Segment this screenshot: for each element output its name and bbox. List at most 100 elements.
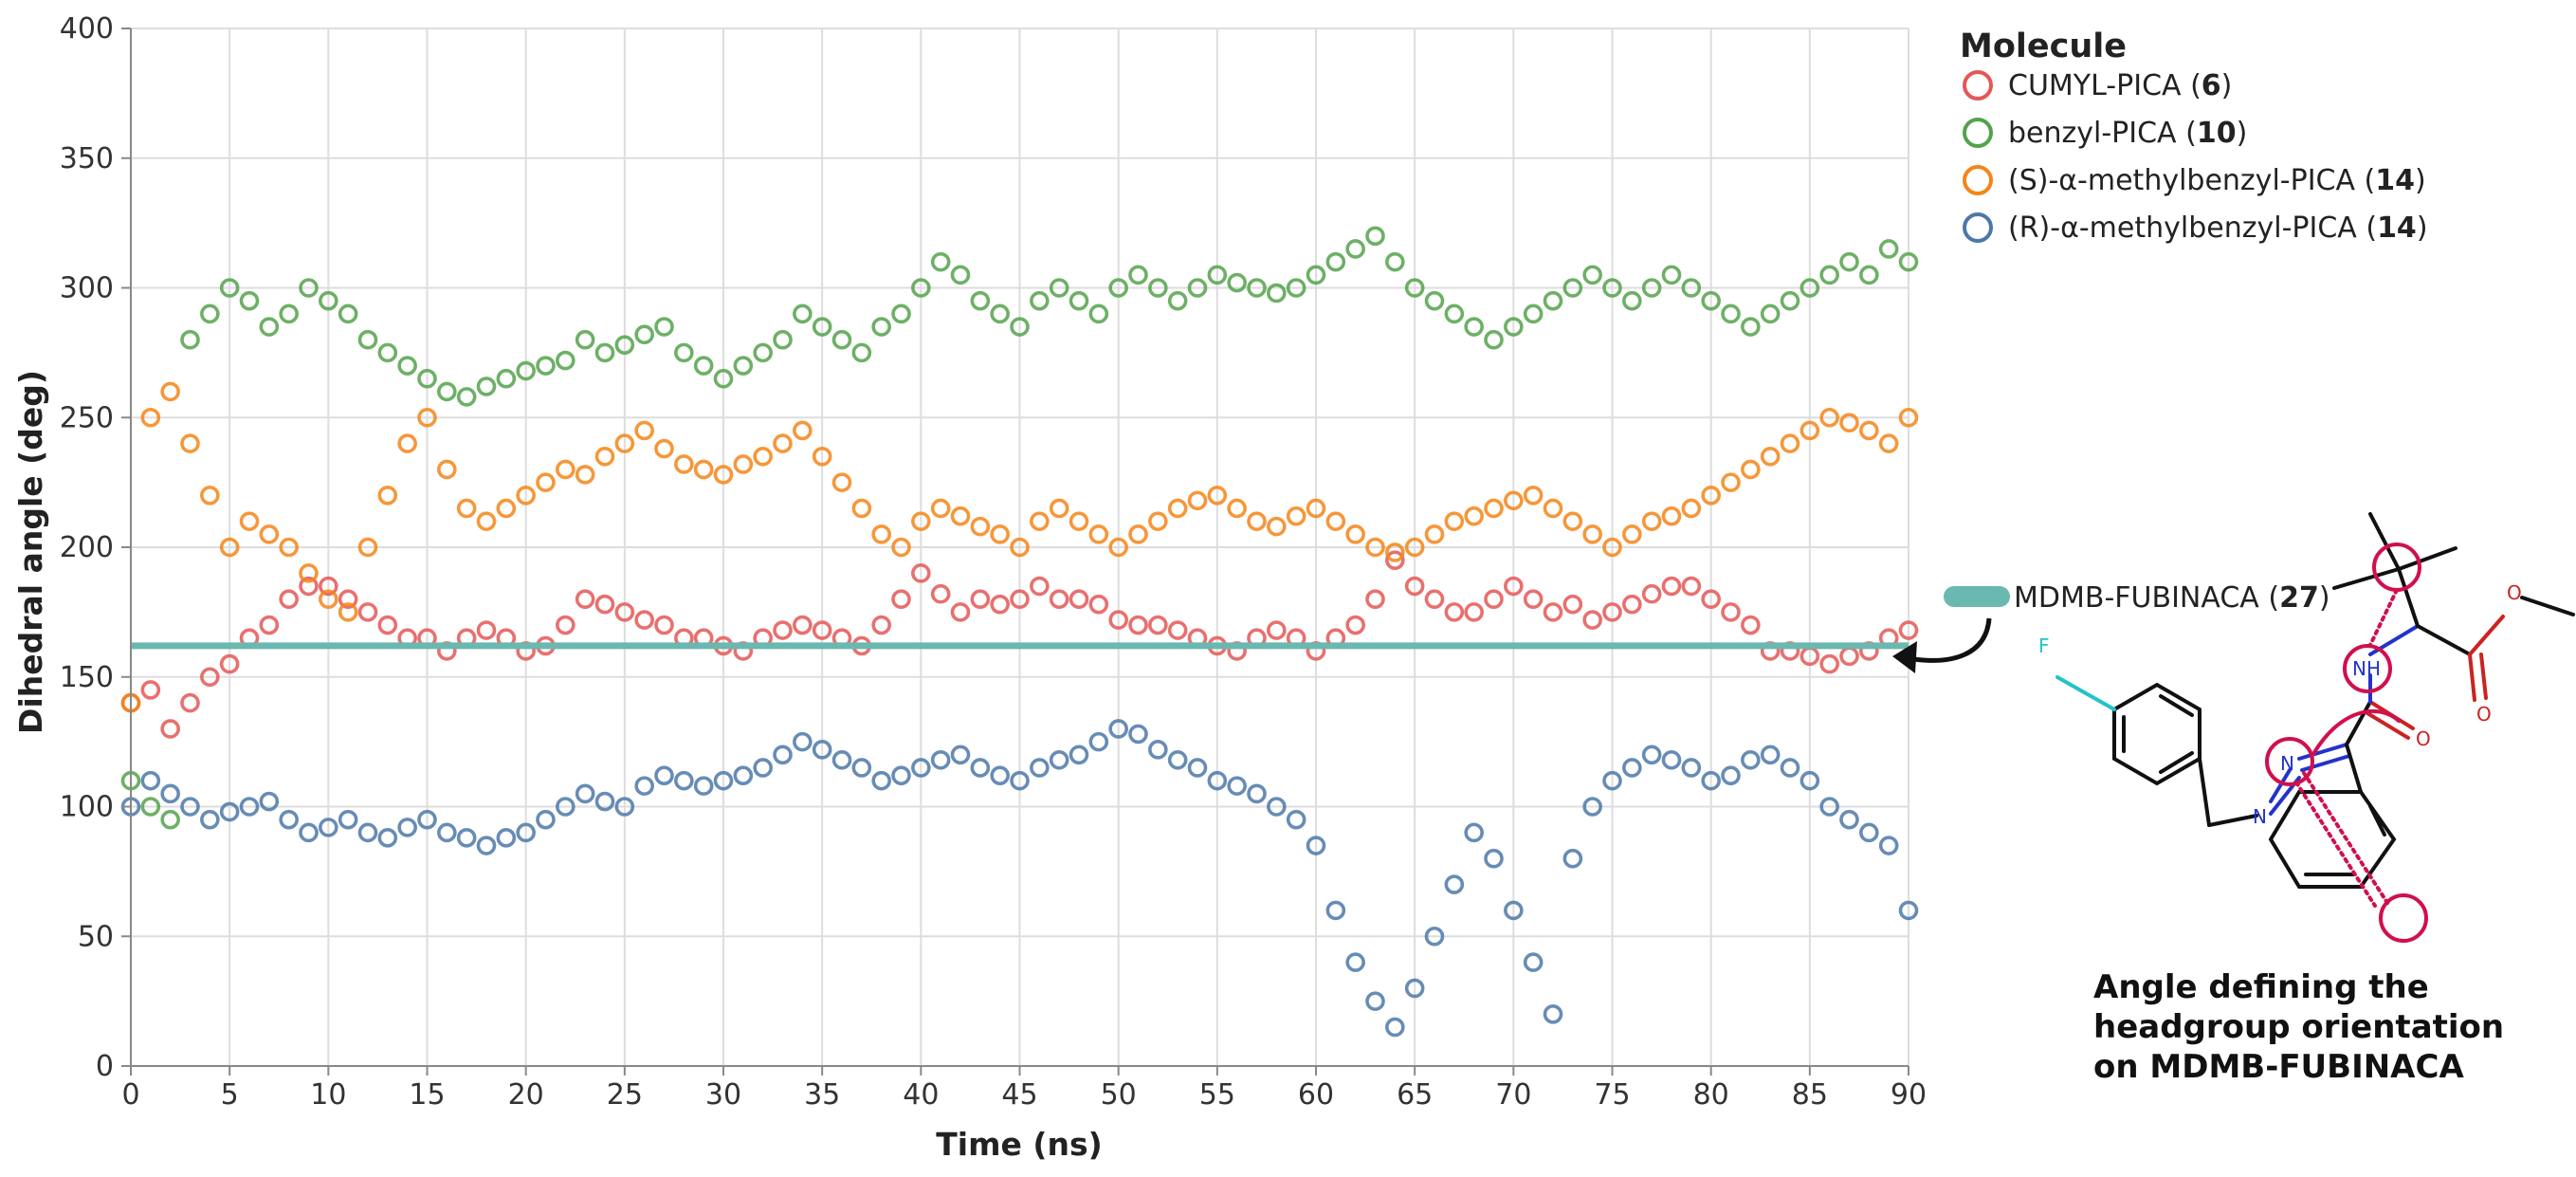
x-tick-label: 0 — [121, 1078, 139, 1112]
data-point — [1602, 537, 1622, 558]
data-point — [556, 615, 575, 635]
data-point — [950, 745, 971, 765]
data-point — [634, 420, 654, 441]
data-point — [1701, 770, 1721, 791]
x-tick-label: 15 — [409, 1078, 445, 1112]
data-point — [1325, 511, 1346, 531]
data-point — [1128, 524, 1148, 544]
data-point — [1641, 583, 1662, 604]
data-point — [357, 537, 378, 558]
data-point — [536, 809, 556, 830]
data-point — [1207, 265, 1228, 285]
data-point — [1365, 226, 1385, 247]
data-point — [239, 290, 260, 311]
n2-c3-bond — [2297, 743, 2348, 761]
dihedral-marker-circle — [2379, 893, 2428, 943]
data-point — [1741, 615, 1761, 635]
calpha-ester-bond — [2416, 624, 2472, 656]
data-point — [911, 563, 931, 583]
data-point — [1444, 874, 1465, 894]
data-point — [1148, 615, 1168, 635]
data-point — [1286, 809, 1306, 830]
atom-label-n2: N — [2280, 752, 2294, 775]
data-point — [1010, 589, 1030, 610]
x-tick-label: 65 — [1397, 1078, 1433, 1112]
data-point — [1404, 278, 1425, 298]
data-point — [397, 433, 417, 453]
y-tick-label: 250 — [60, 401, 114, 434]
data-point — [319, 290, 338, 311]
data-point — [219, 278, 240, 298]
data-point — [1167, 498, 1188, 519]
data-point — [911, 758, 931, 778]
data-point — [397, 818, 417, 837]
data-point — [1543, 1004, 1563, 1024]
data-point — [1582, 524, 1602, 544]
x-tick-label: 80 — [1693, 1078, 1729, 1112]
data-point — [594, 791, 615, 812]
data-point — [614, 602, 635, 622]
data-point — [417, 809, 437, 830]
data-point — [970, 589, 991, 610]
ester-carbonyl-bond — [2468, 653, 2476, 702]
data-point — [793, 615, 813, 635]
data-point — [930, 498, 951, 519]
data-point — [1602, 602, 1622, 622]
data-point — [773, 433, 793, 453]
data-point — [851, 342, 872, 363]
data-point — [1484, 848, 1504, 869]
data-point — [812, 620, 832, 640]
data-point — [1622, 290, 1642, 311]
data-point — [634, 776, 654, 796]
reference-line-label: MDMB-FUBINACA (27) — [2014, 581, 2330, 615]
data-point — [338, 303, 358, 324]
data-point — [536, 356, 556, 376]
data-point — [1701, 485, 1721, 506]
data-point — [338, 602, 358, 622]
data-point — [496, 828, 517, 848]
data-point — [1385, 1017, 1405, 1038]
data-point — [1385, 251, 1405, 272]
data-point — [1523, 952, 1544, 972]
data-point — [713, 368, 734, 389]
data-point — [140, 797, 161, 817]
data-point — [753, 446, 773, 467]
data-point — [1562, 848, 1583, 869]
x-tick-label: 30 — [705, 1078, 741, 1112]
data-point — [200, 809, 220, 830]
data-point — [970, 516, 991, 537]
data-point — [1247, 783, 1267, 804]
legend-item: (R)-α-methylbenzyl-PICA (14) — [1963, 211, 2428, 245]
data-point — [693, 459, 714, 480]
data-point — [377, 615, 398, 635]
data-point — [556, 797, 575, 817]
x-tick-label: 45 — [1001, 1078, 1037, 1112]
data-point — [1681, 576, 1702, 597]
data-point — [693, 776, 714, 796]
data-point — [891, 589, 911, 610]
data-point — [654, 438, 674, 459]
data-point — [160, 809, 180, 830]
data-point — [377, 485, 398, 506]
data-point — [1641, 745, 1662, 765]
atom-label-n1: N — [2253, 805, 2267, 828]
data-point — [1267, 283, 1287, 303]
n2-c3-double-bond — [2300, 754, 2351, 772]
data-point — [1345, 524, 1365, 544]
data-point — [279, 809, 299, 830]
data-point — [990, 765, 1010, 785]
data-point — [1582, 610, 1602, 630]
data-point — [1780, 758, 1800, 778]
data-point — [1187, 278, 1208, 298]
data-point — [1661, 576, 1682, 597]
data-point — [831, 329, 852, 350]
data-point — [1582, 265, 1602, 285]
data-point — [1345, 952, 1365, 972]
data-point — [1187, 758, 1208, 778]
x-axis-title: Time (ns) — [936, 1126, 1102, 1163]
y-tick-label: 400 — [60, 12, 114, 46]
data-point — [1898, 900, 1919, 921]
legend-item: (S)-α-methylbenzyl-PICA (14) — [1963, 164, 2426, 197]
data-point — [456, 828, 477, 848]
data-point — [950, 602, 971, 622]
